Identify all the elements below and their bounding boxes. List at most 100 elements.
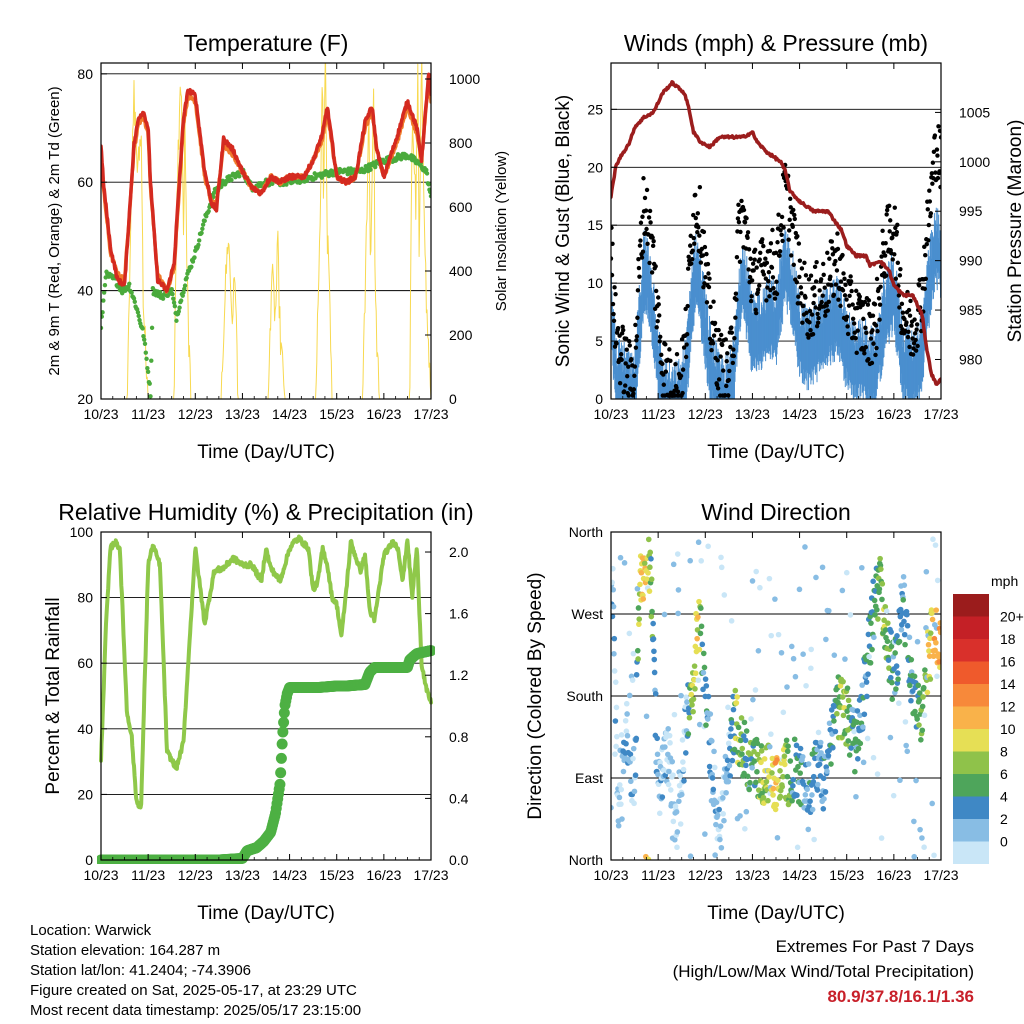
dewpoint-point [426,182,431,187]
direction-point [907,682,913,689]
humidity-xtick-label: 10/23 [83,867,118,883]
dewpoint-point [144,356,149,362]
dewpoint-point [199,230,204,236]
gust-point [873,352,878,358]
gust-point [685,303,690,309]
direction-point [666,732,673,739]
direction-point [728,618,735,624]
gust-point [840,252,845,258]
direction-point [744,773,751,780]
gust-point [696,225,701,230]
direction-point [694,635,700,642]
temperature-panel: Temperature (F) 10/23 11/23 12/23 13/23 14/23… [46,30,510,463]
direction-point [860,759,867,766]
gust-point [634,338,639,343]
dewpoint-point [224,179,229,184]
gust-point [875,328,880,334]
gust-point [863,325,868,331]
direction-ytick-label: North [569,524,603,540]
legend-swatch [953,616,989,639]
direction-point [621,560,628,566]
gust-point [835,246,841,252]
direction-point [919,703,926,710]
gust-point [747,274,753,280]
direction-point [921,712,928,719]
direction-point [614,733,620,740]
gust-point [779,214,785,220]
direction-point [877,555,883,562]
temp-2m-line [101,72,431,293]
gust-point [826,299,831,305]
direction-point [823,636,829,643]
direction-point [874,606,880,613]
winds-ytick-label: 20 [587,159,603,175]
gust-point [685,266,691,271]
direction-point [700,650,707,657]
gust-point [723,337,728,342]
gust-point [828,274,833,279]
gust-point [710,341,716,346]
direction-point [749,578,756,584]
humidity-ylabel: Percent & Total Rainfall [43,597,64,794]
direction-point [895,676,901,682]
gust-point [913,337,918,343]
gust-point [816,315,821,321]
gust-point [829,239,835,244]
gust-point [702,244,708,250]
direction-point [758,748,765,754]
direction-point [738,737,744,744]
gust-point [924,241,929,247]
direction-point [818,750,824,756]
dewpoint-point [137,317,142,323]
gust-point [854,350,859,356]
gust-point [802,260,807,266]
direction-point [819,564,826,571]
direction-point [887,734,894,741]
winds-xtick-label: 17/23 [923,406,958,422]
gust-point [668,358,673,364]
direction-point [871,597,878,604]
direction-point [901,582,908,588]
gust-point [680,367,686,372]
direction-point [846,752,853,758]
direction-point [837,704,843,711]
direction-point [680,759,686,765]
gust-point [821,261,826,267]
legend-label: 12 [1000,699,1016,715]
gust-point [644,187,650,193]
direction-point [797,745,804,752]
gust-point [657,339,662,344]
temperature-frame [100,62,432,400]
direction-point [725,778,732,785]
gust-point [646,215,652,220]
gust-point [808,328,813,333]
direction-point [706,763,713,770]
direction-point [769,770,775,776]
direction-point [814,787,821,793]
direction-point [623,740,629,747]
direction-point [703,683,710,689]
direction-point [702,676,709,682]
gust-point [697,233,702,238]
dewpoint-point [189,264,194,269]
direction-point [863,679,870,685]
direction-point [680,766,687,773]
direction-point [630,650,637,657]
direction-point [788,643,795,650]
direction-point [661,611,668,618]
direction-point [804,786,810,793]
dewpoint-point [202,218,207,223]
direction-point [611,603,617,610]
gust-point [897,305,902,310]
gust-point [770,227,775,233]
gust-point [787,217,792,223]
direction-point [867,660,874,666]
direction-point [914,638,921,645]
direction-point [612,679,619,685]
gust-point [746,267,751,272]
gust-point [902,316,907,322]
gust-point [770,275,776,280]
gust-point [907,313,913,318]
gust-point [894,229,900,235]
gust-point [611,311,616,317]
